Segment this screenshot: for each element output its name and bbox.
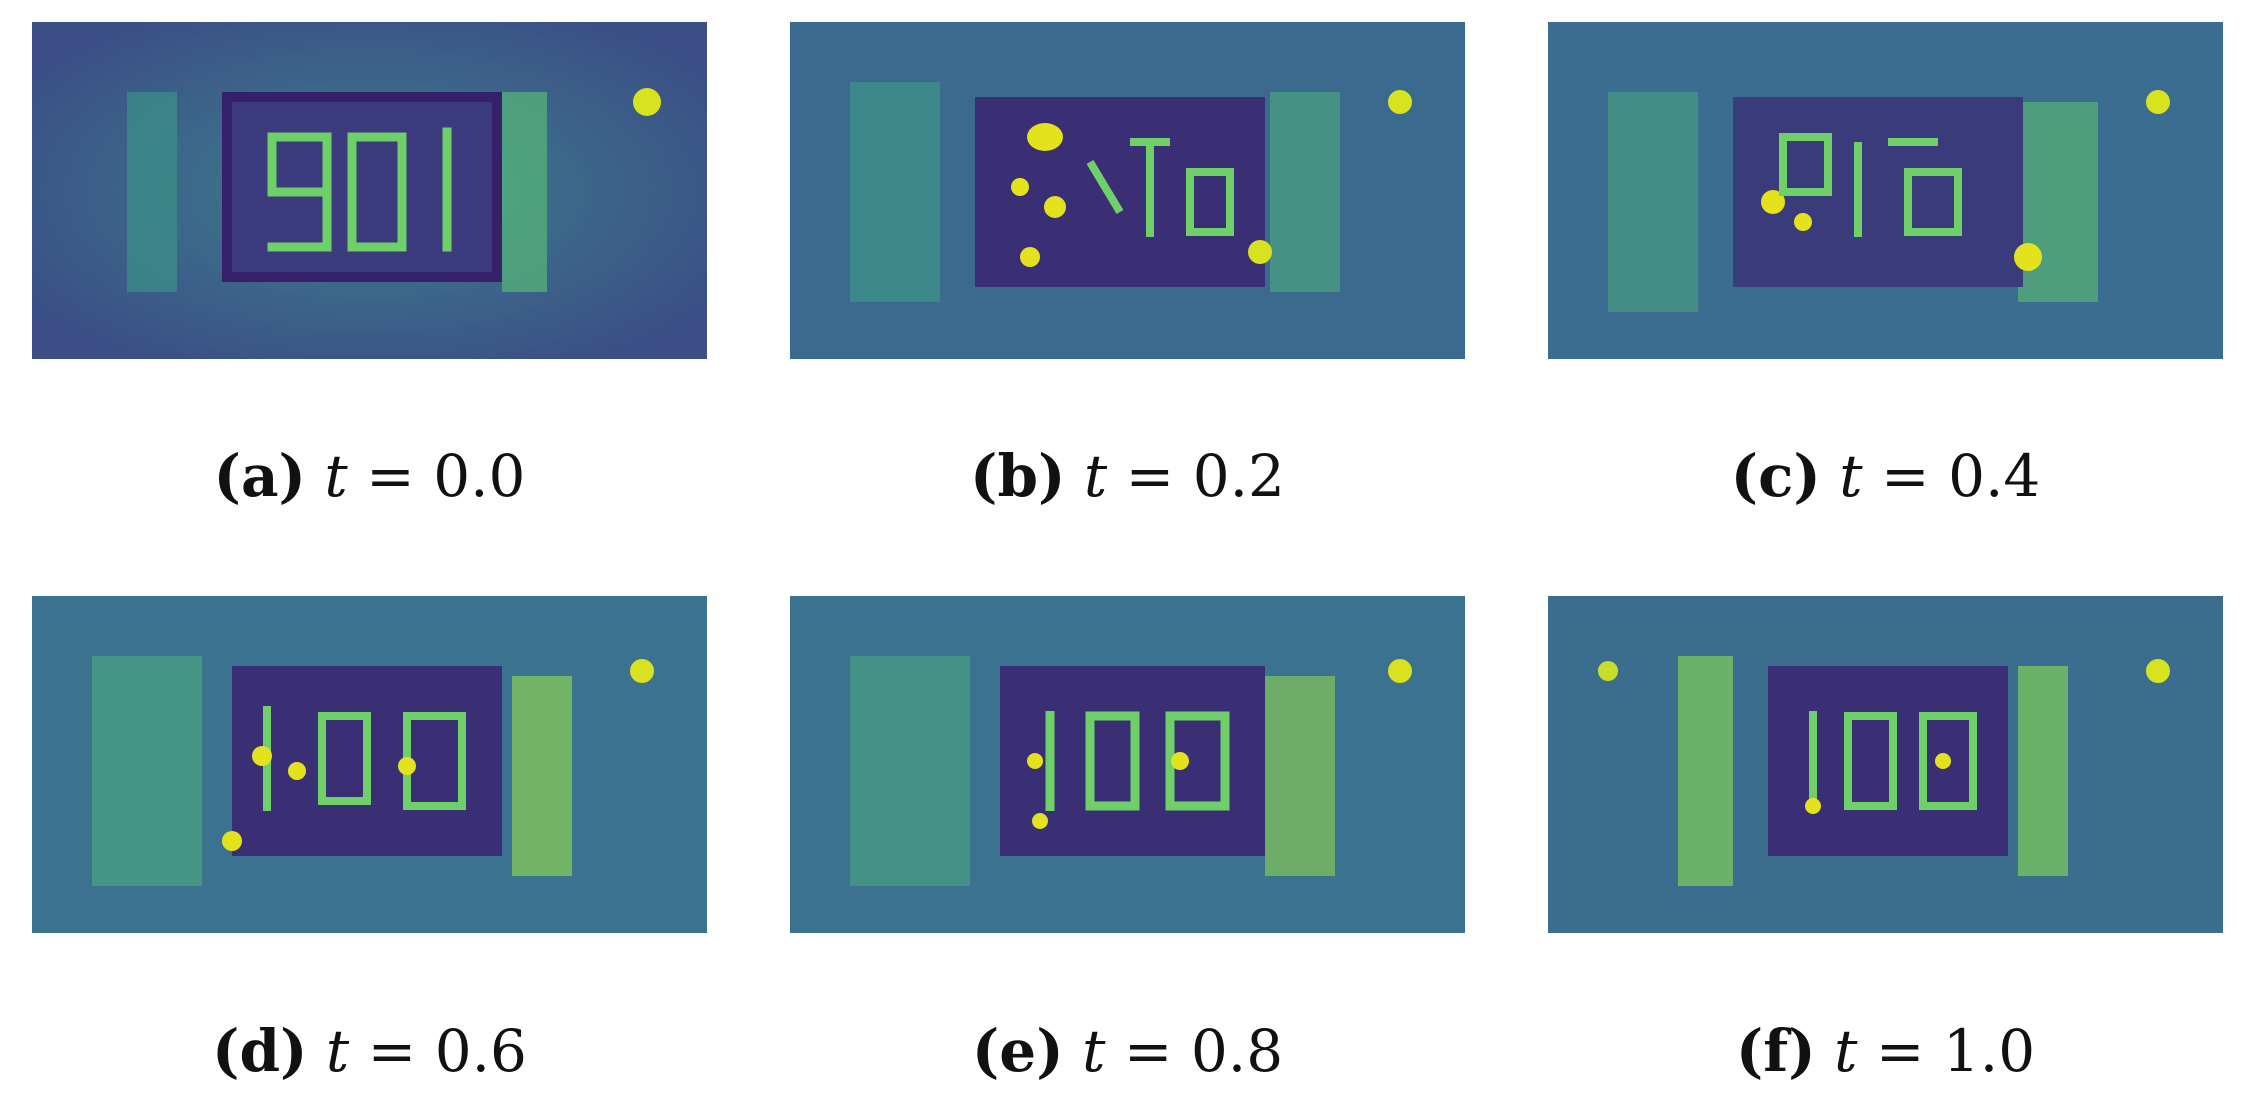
caption-f: (f) t = 1.0 <box>1548 1022 2223 1080</box>
heatmap-panel-b <box>790 22 1465 359</box>
caption-c-var: t <box>1839 442 1863 510</box>
caption-a: (a) t = 0.0 <box>32 447 707 505</box>
caption-c: (c) t = 0.4 <box>1548 447 2223 505</box>
heatmap-panel-c <box>1548 22 2223 359</box>
caption-b-letter: (b) <box>970 442 1066 510</box>
heatmap-image-f <box>1548 596 2223 933</box>
caption-c-value: 0.4 <box>1948 442 2041 510</box>
caption-f-value: 1.0 <box>1942 1017 2036 1085</box>
caption-e-eq: = <box>1123 1017 1173 1085</box>
caption-d-eq: = <box>367 1017 417 1085</box>
caption-b-var: t <box>1083 442 1108 510</box>
caption-d-letter: (d) <box>212 1017 308 1085</box>
caption-a-eq: = <box>366 442 415 510</box>
caption-b: (b) t = 0.2 <box>790 447 1465 505</box>
caption-f-eq: = <box>1875 1017 1925 1085</box>
caption-a-var: t <box>324 442 348 510</box>
caption-b-value: 0.2 <box>1192 442 1285 510</box>
caption-e: (e) t = 0.8 <box>790 1022 1465 1080</box>
heatmap-panel-d <box>32 596 707 933</box>
caption-d: (d) t = 0.6 <box>32 1022 707 1080</box>
caption-c-eq: = <box>1881 442 1930 510</box>
caption-a-value: 0.0 <box>433 442 526 510</box>
heatmap-image-e <box>790 596 1465 933</box>
heatmap-panel-a <box>32 22 707 359</box>
caption-e-value: 0.8 <box>1190 1017 1284 1085</box>
caption-e-var: t <box>1082 1017 1106 1085</box>
caption-f-letter: (f) <box>1735 1017 1816 1085</box>
heatmap-panel-e <box>790 596 1465 933</box>
heatmap-image-a <box>32 22 707 359</box>
caption-e-letter: (e) <box>971 1017 1064 1085</box>
caption-d-var: t <box>325 1017 350 1085</box>
caption-d-value: 0.6 <box>434 1017 527 1085</box>
heatmap-image-c <box>1548 22 2223 359</box>
caption-a-letter: (a) <box>213 442 306 510</box>
heatmap-image-d <box>32 596 707 933</box>
caption-f-var: t <box>1834 1017 1858 1085</box>
caption-c-letter: (c) <box>1730 442 1821 510</box>
caption-b-eq: = <box>1125 442 1175 510</box>
heatmap-image-b <box>790 22 1465 359</box>
heatmap-panel-f <box>1548 596 2223 933</box>
